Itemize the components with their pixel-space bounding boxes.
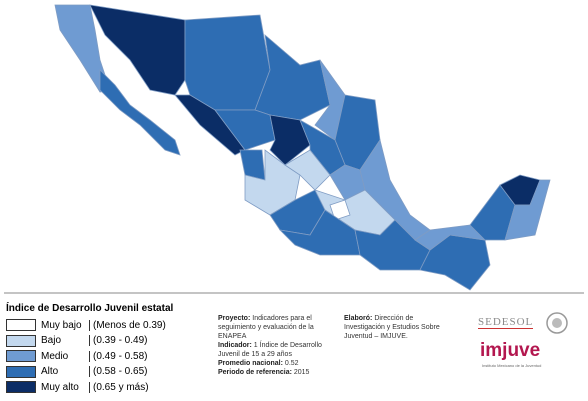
map bbox=[4, 4, 584, 294]
info-block: Proyecto: Indicadores para el seguimient… bbox=[218, 314, 336, 377]
state bbox=[184, 14, 271, 111]
state bbox=[504, 179, 551, 241]
label: Periodo de referencia: bbox=[218, 369, 292, 376]
legend-title: Índice de Desarrollo Juvenil estatal bbox=[6, 303, 174, 314]
legend-range: (0.58 - 0.65) bbox=[89, 366, 147, 377]
state bbox=[314, 59, 346, 141]
seal bbox=[546, 312, 568, 334]
legend-swatch bbox=[6, 365, 36, 378]
credits: Elaboró: Dirección de Investigación y Es… bbox=[344, 314, 444, 341]
legend-range: (0.65 y más) bbox=[89, 381, 149, 393]
project: Proyecto: Indicadores para el seguimient… bbox=[218, 314, 336, 341]
legend-label: Alto bbox=[41, 366, 59, 377]
legend-row: Muy bajo (Menos de 0.39) bbox=[6, 318, 166, 332]
legend-range: (Menos de 0.39) bbox=[89, 319, 166, 331]
state bbox=[239, 149, 266, 181]
legend-label: Bajo bbox=[41, 335, 62, 346]
state bbox=[284, 149, 331, 191]
legend-swatch bbox=[6, 319, 36, 331]
value: Indicadores para el seguimiento y evalua… bbox=[218, 315, 314, 340]
imjuve-logo: imjuve bbox=[480, 340, 541, 361]
legend-label: Muy alto bbox=[41, 381, 79, 393]
value: Dirección de Investigación y Estudios So… bbox=[344, 315, 440, 340]
legend-label: Medio bbox=[41, 350, 69, 362]
value: 0.52 bbox=[284, 360, 299, 367]
legend-swatch bbox=[6, 334, 36, 347]
legend-row: Bajo (0.39 - 0.49) bbox=[6, 334, 147, 348]
legend-row: Muy alto (0.65 y más) bbox=[6, 380, 149, 394]
average: Promedio nacional: 0.52 bbox=[218, 359, 336, 368]
sedesol-logo: SEDESOL bbox=[478, 316, 534, 329]
legend-swatch bbox=[6, 350, 36, 362]
legend-range: (0.39 - 0.49) bbox=[89, 335, 147, 346]
label: Promedio nacional: bbox=[218, 360, 283, 367]
legend-range: (0.49 - 0.58) bbox=[89, 350, 147, 362]
legend-row: Alto (0.58 - 0.65) bbox=[6, 365, 147, 379]
legend-swatch bbox=[6, 381, 36, 393]
label: Elaboró: bbox=[344, 315, 373, 322]
label: Indicador: bbox=[218, 342, 252, 349]
legend-label: Muy bajo bbox=[41, 319, 82, 331]
imjuve-subtitle: Instituto Mexicano de la Juventud bbox=[482, 363, 542, 368]
state bbox=[329, 199, 351, 221]
indicator: Indicador: 1 Índice de Desarrollo Juveni… bbox=[218, 341, 336, 359]
value: 2015 bbox=[293, 369, 310, 376]
legend-row: Medio (0.49 - 0.58) bbox=[6, 349, 147, 363]
value: 1 Índice de Desarrollo Juvenil de 15 a 2… bbox=[218, 342, 322, 358]
label: Proyecto: bbox=[218, 315, 251, 322]
state bbox=[99, 69, 181, 156]
period: Periodo de referencia: 2015 bbox=[218, 368, 336, 377]
